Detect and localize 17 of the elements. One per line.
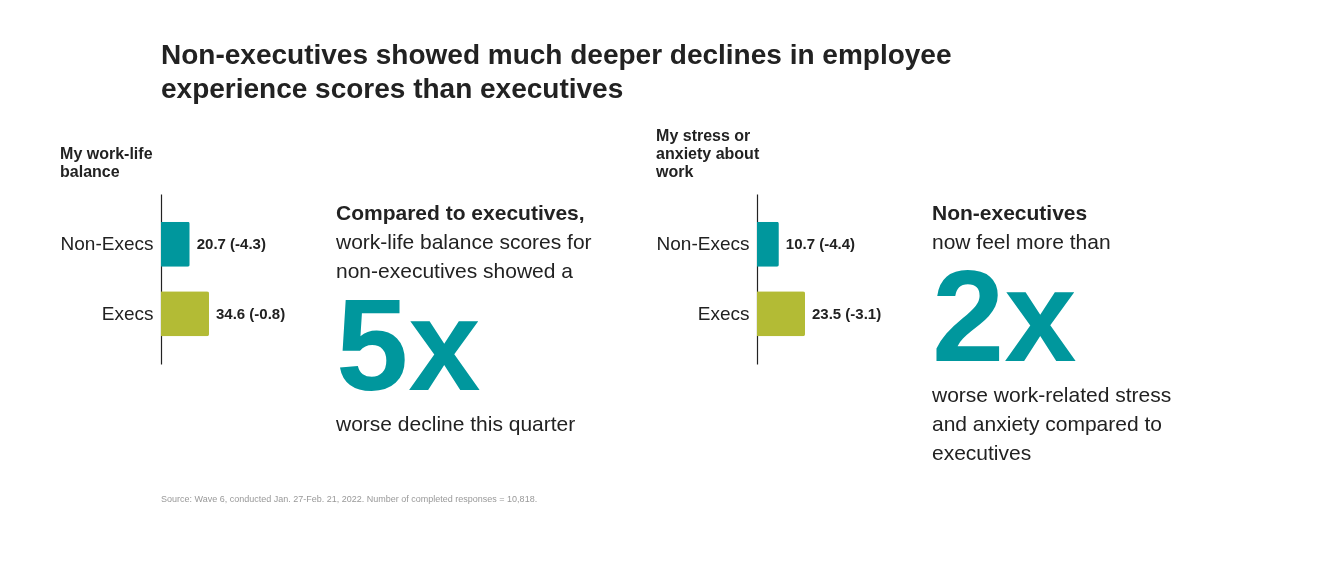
data-label: 10.7 (-4.4) bbox=[785, 235, 856, 253]
text: worse work-related stress and anxiety compared to executives bbox=[931, 383, 1172, 464]
text: Non-executives bbox=[932, 201, 1088, 224]
chart-title: My work-life balance bbox=[60, 145, 153, 180]
data-label: 23.5 (-3.1) bbox=[812, 304, 882, 322]
chart-title: My stress or anxiety about work bbox=[655, 127, 760, 180]
text: worse decline this quarter bbox=[335, 412, 576, 435]
data-label: 34.6 (-0.8) bbox=[216, 304, 286, 322]
y-tick-label: Execs bbox=[697, 302, 750, 324]
data-label: 20.7 (-4.3) bbox=[196, 235, 266, 253]
y-tick-label: Execs bbox=[101, 302, 154, 324]
text: Non-executives showed much deeper declines in employee experience scores than executives bbox=[161, 39, 952, 104]
text: Compared to executives, bbox=[336, 201, 585, 224]
y-tick-label: Non-Execs bbox=[656, 233, 750, 255]
source-note: Source: Wave 6, conducted Jan. 27-Feb. 21, 2022. Number of completed responses = 10,818. bbox=[161, 494, 538, 504]
y-tick-label: Non-Execs bbox=[60, 233, 154, 255]
text: now feel more than bbox=[932, 230, 1111, 253]
